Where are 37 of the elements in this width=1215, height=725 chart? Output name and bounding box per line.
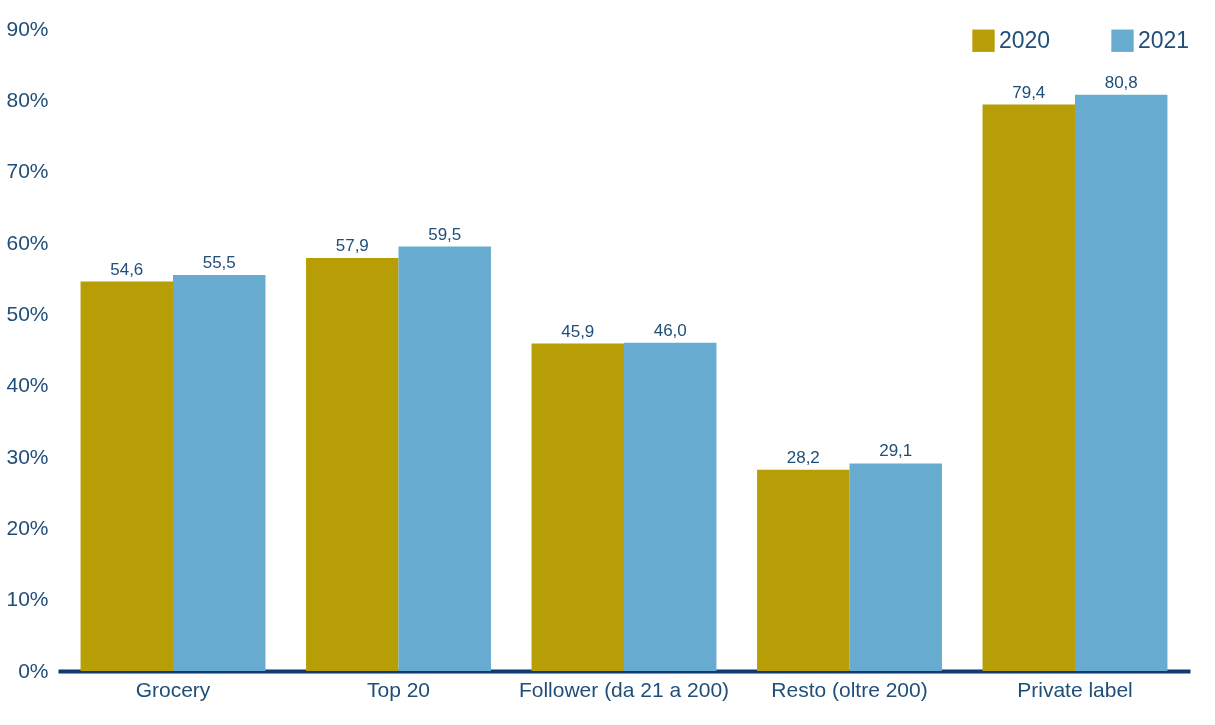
bar: [306, 257, 399, 671]
bar: [1075, 94, 1168, 671]
x-tick-label: Resto (oltre 200): [771, 677, 928, 701]
bar: [398, 246, 491, 671]
y-tick-label: 70%: [6, 159, 49, 183]
data-label: 80,8: [1104, 72, 1138, 92]
y-tick-label: 50%: [6, 301, 49, 325]
data-label: 28,2: [786, 447, 820, 467]
legend-label: 2021: [1138, 26, 1190, 53]
x-tick-label: Follower (da 21 a 200): [518, 677, 730, 701]
x-tick-label: Private label: [1017, 677, 1133, 701]
y-tick-label: 20%: [6, 515, 49, 539]
data-label: 57,9: [335, 235, 369, 255]
data-label: 29,1: [879, 441, 913, 461]
data-label: 55,5: [202, 253, 236, 273]
legend-label: 2020: [999, 26, 1051, 53]
x-tick-label: Top 20: [366, 677, 431, 701]
y-tick-label: 10%: [6, 587, 49, 611]
y-tick-label: 60%: [6, 230, 49, 254]
bar: [80, 281, 173, 671]
y-tick-label: 40%: [6, 373, 49, 397]
data-label: 59,5: [428, 224, 462, 244]
data-label: 46,0: [653, 320, 687, 340]
y-tick-label: 80%: [6, 87, 49, 111]
bar: [849, 463, 942, 671]
bar: [757, 469, 850, 671]
y-tick-label: 30%: [6, 444, 49, 468]
x-tick-label: Grocery: [135, 677, 211, 701]
bar: [624, 342, 717, 671]
bar: [982, 104, 1075, 671]
data-label: 54,6: [110, 259, 144, 279]
y-tick-label: 0%: [18, 658, 49, 682]
data-label: 45,9: [561, 321, 595, 341]
y-tick-label: 90%: [6, 16, 49, 40]
data-label: 79,4: [1012, 82, 1046, 102]
bar: [173, 275, 266, 671]
bar: [531, 343, 624, 671]
